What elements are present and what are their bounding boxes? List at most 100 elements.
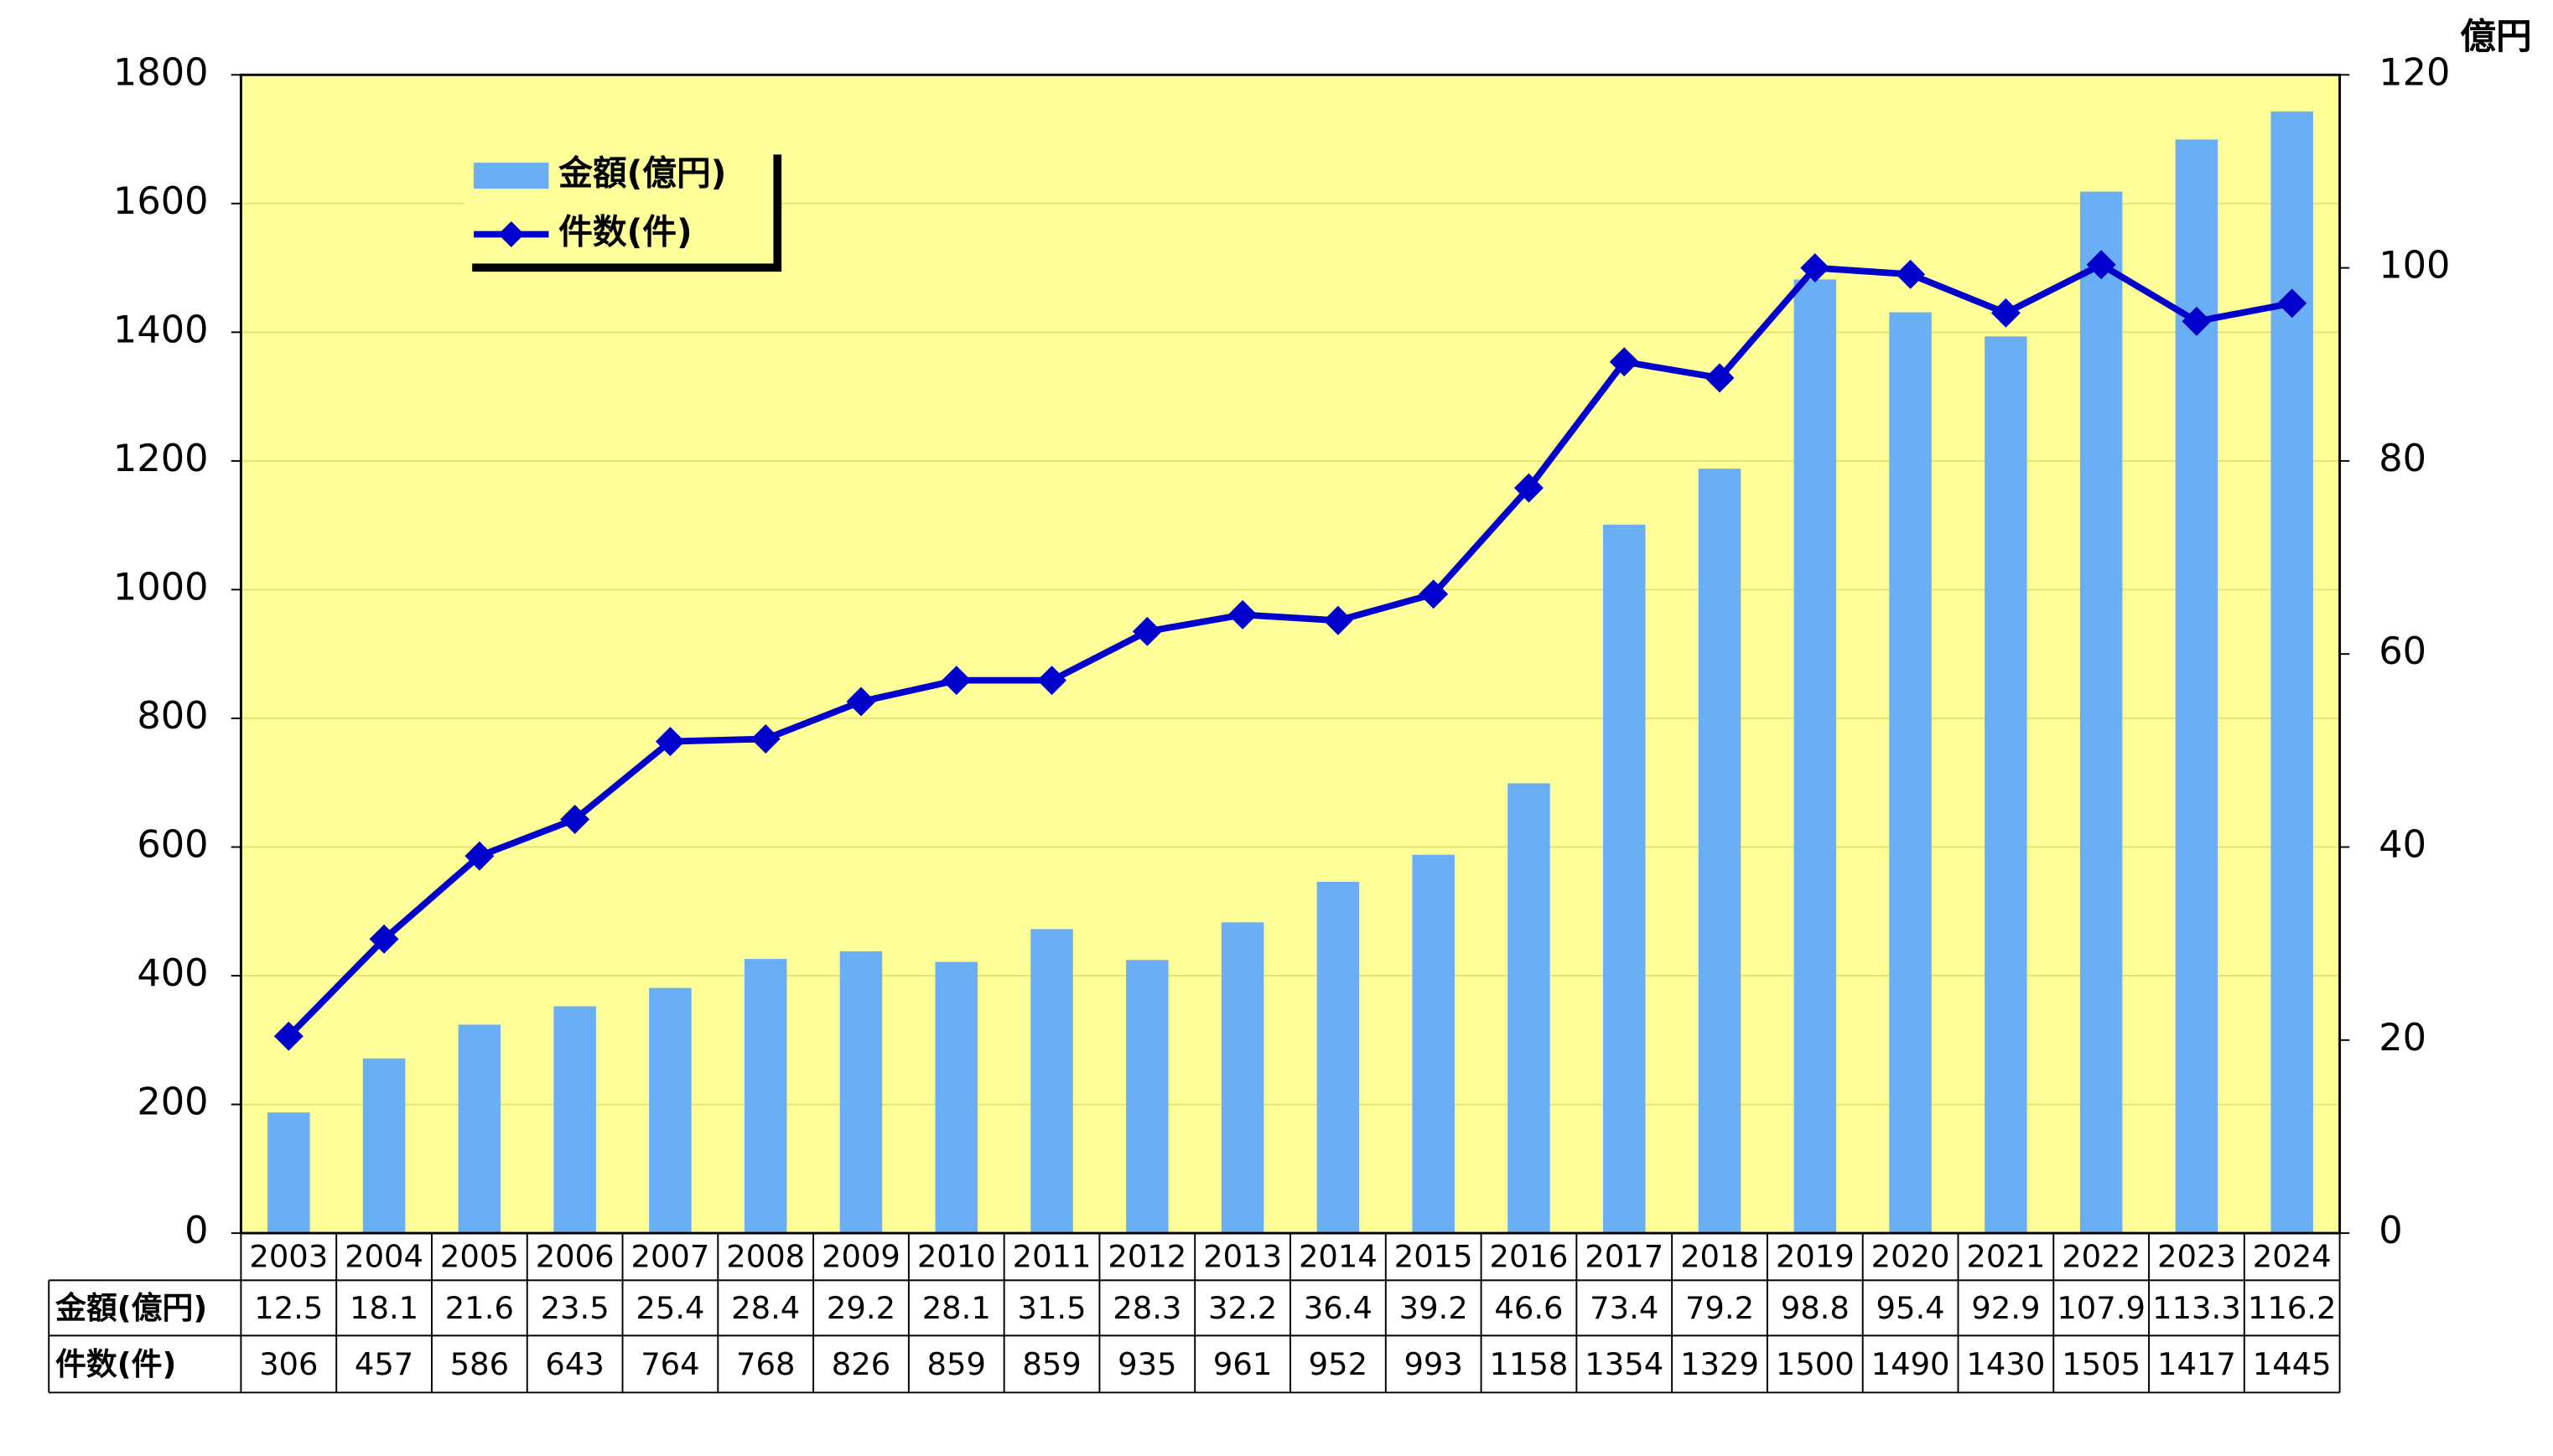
bar — [1793, 279, 1837, 1234]
bar — [267, 1112, 310, 1234]
table-value: 18.1 — [350, 1290, 418, 1326]
table-value: 935 — [1118, 1346, 1176, 1382]
line — [286, 261, 2293, 1039]
table-value: 859 — [927, 1346, 986, 1382]
marker — [2182, 306, 2212, 336]
table-value: 28.1 — [922, 1290, 991, 1326]
x-tick-label: 2010 — [917, 1239, 996, 1275]
marker — [369, 924, 399, 954]
marker — [560, 805, 590, 834]
y-tick-label: 1600 — [113, 179, 209, 223]
table-value: 28.4 — [731, 1290, 800, 1326]
bar — [553, 1006, 596, 1234]
marker — [1800, 253, 1830, 283]
bar — [1030, 929, 1073, 1234]
table-value: 25.4 — [636, 1290, 704, 1326]
y-tick-label: 0 — [184, 1209, 208, 1252]
marker — [1132, 616, 1162, 646]
x-tick-label: 2016 — [1490, 1239, 1569, 1275]
marker — [2086, 250, 2116, 280]
marker — [2277, 288, 2307, 319]
table-value: 586 — [450, 1346, 509, 1382]
bar — [2175, 139, 2218, 1234]
marker — [655, 727, 685, 757]
table-value: 28.3 — [1113, 1290, 1181, 1326]
bar — [1412, 854, 1455, 1234]
x-tick-label: 2022 — [2062, 1239, 2140, 1275]
table-value: 92.9 — [1971, 1290, 2040, 1326]
legend-swatch — [474, 163, 549, 189]
table-value: 764 — [641, 1346, 699, 1382]
x-tick-label: 2015 — [1394, 1239, 1473, 1275]
bar — [649, 987, 692, 1234]
table-value: 107.9 — [2057, 1290, 2146, 1326]
legend-label: 件数(件) — [558, 211, 693, 251]
x-tick-label: 2008 — [726, 1239, 805, 1275]
marker — [273, 1021, 304, 1051]
table-value: 73.4 — [1590, 1290, 1658, 1326]
table-value: 1329 — [1680, 1346, 1759, 1382]
y2-tick-label: 20 — [2379, 1016, 2426, 1060]
table-value: 1430 — [1966, 1346, 2045, 1382]
table-value: 32.2 — [1208, 1290, 1277, 1326]
y-tick-label: 1000 — [113, 565, 209, 609]
x-tick-label: 2018 — [1680, 1239, 1759, 1275]
bar — [362, 1058, 406, 1234]
x-tick-label: 2007 — [630, 1239, 709, 1275]
table-value: 1500 — [1776, 1346, 1855, 1382]
x-tick-label: 2019 — [1776, 1239, 1855, 1275]
y2-axis-label: 億円 — [2460, 16, 2531, 58]
table-value: 95.4 — [1876, 1290, 1945, 1326]
table-value: 1505 — [2062, 1346, 2140, 1382]
table-value: 29.2 — [827, 1290, 895, 1326]
bar — [1316, 881, 1360, 1234]
y-tick-label: 200 — [137, 1080, 208, 1124]
bar — [1698, 469, 1741, 1234]
x-tick-label: 2004 — [345, 1239, 423, 1275]
table-value: 36.4 — [1304, 1290, 1372, 1326]
x-tick-label: 2005 — [440, 1239, 519, 1275]
marker — [464, 841, 495, 871]
marker — [1609, 347, 1639, 377]
bar — [1221, 922, 1264, 1234]
table-value: 23.5 — [541, 1290, 610, 1326]
bar — [1602, 524, 1646, 1234]
bar — [1126, 960, 1169, 1234]
table-value: 21.6 — [445, 1290, 514, 1326]
y2-tick-label: 0 — [2379, 1209, 2402, 1252]
y2-tick-label: 80 — [2379, 437, 2426, 480]
table-value: 12.5 — [254, 1290, 323, 1326]
bar — [744, 959, 787, 1234]
x-tick-label: 2023 — [2157, 1239, 2236, 1275]
x-tick-label: 2013 — [1203, 1239, 1282, 1275]
bar — [935, 961, 978, 1234]
y-tick-label: 800 — [137, 694, 208, 738]
x-tick-label: 2003 — [249, 1239, 328, 1275]
marker — [1705, 363, 1735, 393]
table-value: 39.2 — [1399, 1290, 1468, 1326]
bar — [1985, 336, 2027, 1234]
y-tick-label: 600 — [137, 823, 208, 867]
table-value: 1158 — [1490, 1346, 1569, 1382]
table-value: 768 — [736, 1346, 795, 1382]
y2-tick-label: 100 — [2379, 244, 2450, 288]
bar — [839, 951, 883, 1234]
y-tick-label: 1200 — [113, 437, 209, 480]
x-tick-label: 2020 — [1871, 1239, 1950, 1275]
x-tick-label: 2024 — [2253, 1239, 2332, 1275]
x-tick-label: 2011 — [1013, 1239, 1092, 1275]
table-row-header: 件数(件) — [55, 1346, 176, 1382]
table-value: 961 — [1213, 1346, 1272, 1382]
table-value: 993 — [1404, 1346, 1462, 1382]
table-value: 952 — [1309, 1346, 1367, 1382]
table-value: 113.3 — [2152, 1290, 2241, 1326]
table-value: 79.2 — [1685, 1290, 1754, 1326]
y2-tick-label: 40 — [2379, 823, 2426, 867]
marker — [1037, 666, 1067, 696]
marker — [1323, 605, 1353, 635]
table-value: 643 — [545, 1346, 604, 1382]
x-tick-label: 2014 — [1299, 1239, 1378, 1275]
bar — [458, 1024, 501, 1234]
